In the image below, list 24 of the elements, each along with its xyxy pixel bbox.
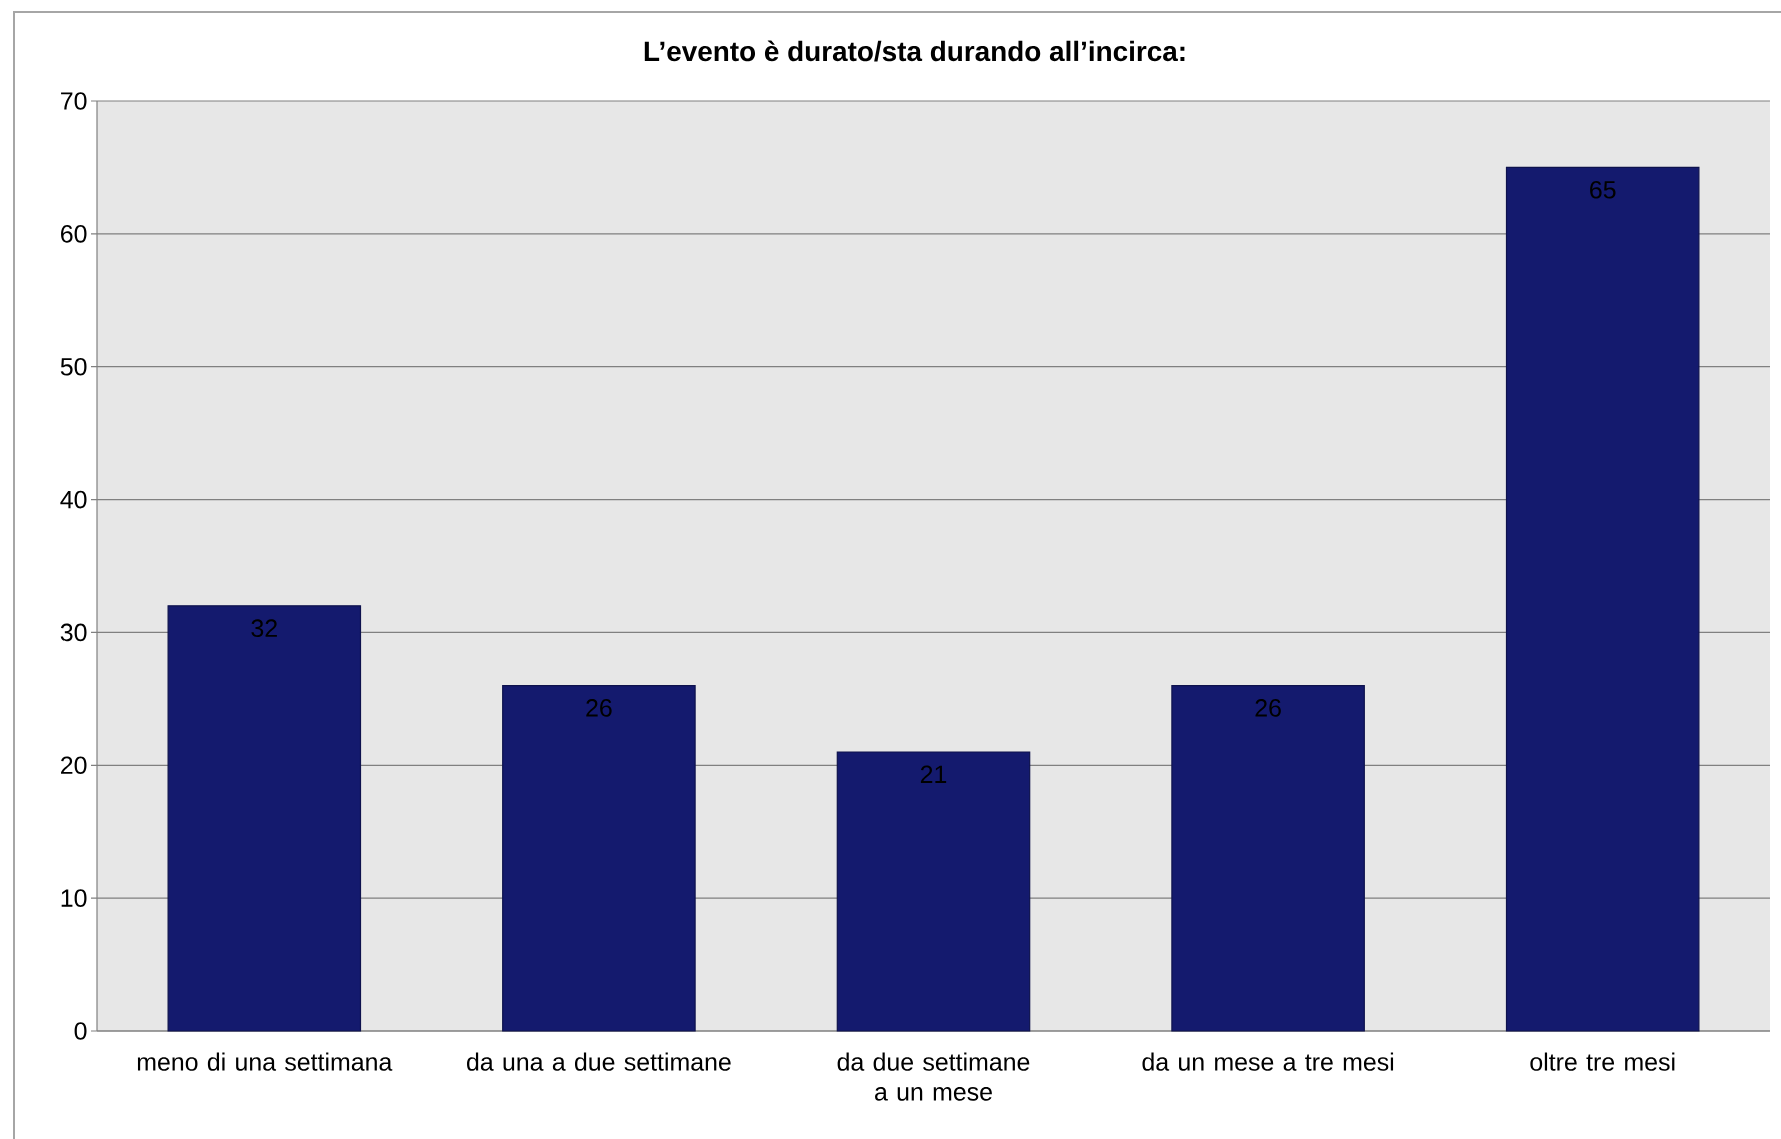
x-tick-label: da un mese a tre mesi (1142, 1052, 1394, 1071)
chart-title: L’evento è durato/sta durando all’incirca: (644, 40, 1185, 62)
data-label: 21 (920, 765, 947, 783)
x-tick-label: da una a due settimane (467, 1052, 731, 1071)
y-tick-label: 70 (61, 92, 87, 110)
x-tick-label: meno di una settimana (137, 1052, 393, 1071)
data-label: 65 (1590, 180, 1616, 199)
data-label: 26 (1255, 699, 1281, 717)
x-tick-label: da due settimane a un mese (837, 1052, 1030, 1101)
data-label: 32 (251, 619, 277, 638)
y-tick-label: 10 (61, 889, 87, 907)
y-tick-label: 30 (60, 623, 87, 642)
bar (1171, 684, 1365, 1032)
data-label: 26 (586, 699, 612, 717)
y-tick-label: 20 (61, 756, 87, 775)
bar (1505, 166, 1700, 1032)
x-tick-label: oltre tre mesi (1530, 1052, 1675, 1071)
y-tick-label: 40 (60, 490, 87, 509)
bar (502, 684, 696, 1032)
bar (167, 605, 362, 1032)
bar (836, 751, 1031, 1032)
y-tick-label: 60 (61, 225, 87, 243)
y-tick-label: 50 (60, 357, 87, 376)
y-tick-label: 0 (74, 1022, 87, 1040)
